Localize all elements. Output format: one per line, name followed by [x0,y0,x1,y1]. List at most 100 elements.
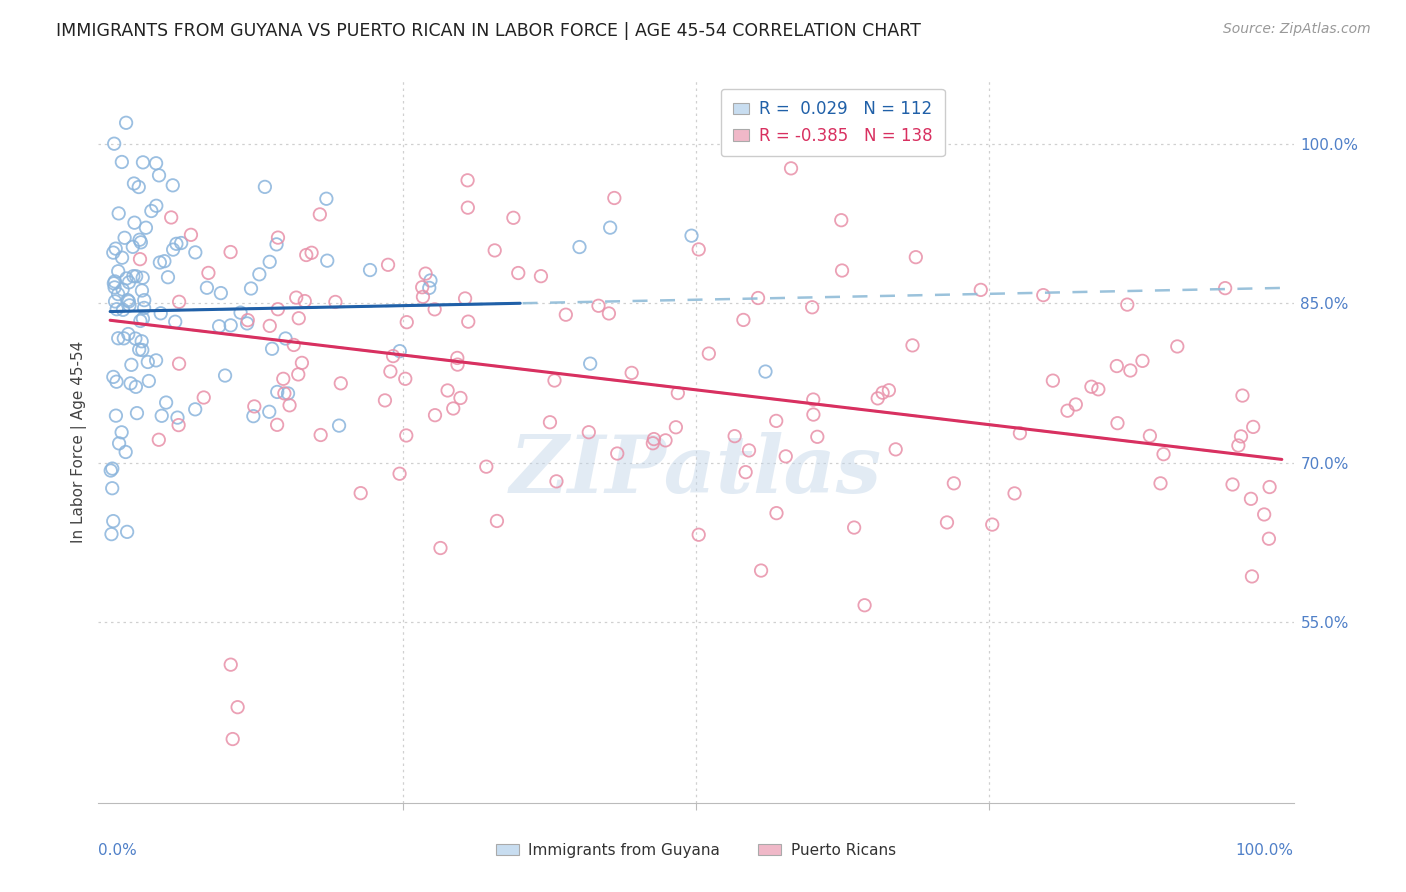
Point [162,243,184,257]
Point [274,331,297,345]
Point [145,156,167,170]
Point [148,433,170,447]
Point [641,436,664,450]
Point [121,240,143,254]
Point [118,298,141,312]
Point [309,428,332,442]
Point [132,301,155,315]
Point [111,283,134,297]
Point [901,338,924,352]
Point [775,450,797,464]
Point [830,213,852,227]
Point [243,400,266,414]
Point [103,514,125,528]
Point [104,409,127,423]
Point [1230,429,1253,443]
Point [508,266,530,280]
Point [688,527,710,541]
Point [1056,403,1078,417]
Point [103,245,125,260]
Point [423,408,446,422]
Point [148,169,170,183]
Point [765,506,787,520]
Point [219,657,242,672]
Point [132,311,155,326]
Point [394,372,416,386]
Point [412,290,434,304]
Point [167,418,190,433]
Point [149,255,172,269]
Point [599,220,621,235]
Text: Source: ZipAtlas.com: Source: ZipAtlas.com [1223,22,1371,37]
Point [579,357,602,371]
Point [107,206,129,220]
Point [1032,288,1054,302]
Point [125,269,148,284]
Point [294,294,316,309]
Point [247,268,270,282]
Point [114,231,136,245]
Point [301,245,323,260]
Point [1064,397,1087,411]
Point [449,391,471,405]
Text: 100.0%: 100.0% [1236,843,1294,857]
Point [155,395,177,409]
Point [1241,420,1264,434]
Point [104,274,127,288]
Point [120,358,142,372]
Point [1222,477,1244,491]
Point [107,287,129,301]
Point [749,564,772,578]
Point [271,372,294,386]
Point [160,211,183,225]
Point [266,384,288,399]
Point [104,280,127,294]
Point [1008,426,1031,441]
Point [240,281,263,295]
Point [104,294,127,309]
Point [107,264,129,278]
Point [101,481,124,495]
Point [153,254,176,268]
Point [115,116,138,130]
Point [115,271,138,285]
Point [543,374,565,388]
Point [1105,359,1128,373]
Point [485,514,508,528]
Point [780,161,803,176]
Point [853,599,876,613]
Point [747,291,769,305]
Point [104,242,127,256]
Point [166,410,188,425]
Point [981,517,1004,532]
Point [606,446,628,460]
Point [111,155,134,169]
Point [315,192,337,206]
Point [135,220,157,235]
Point [226,700,249,714]
Point [287,311,309,326]
Point [942,476,965,491]
Point [801,300,824,314]
Point [266,417,288,432]
Point [124,216,146,230]
Point [666,386,689,401]
Point [380,364,402,378]
Point [643,432,665,446]
Point [1149,476,1171,491]
Point [754,365,776,379]
Text: 0.0%: 0.0% [98,843,138,857]
Point [118,294,141,309]
Point [236,313,259,327]
Point [538,415,561,429]
Point [359,263,381,277]
Point [801,392,824,407]
Point [283,338,305,352]
Point [262,342,284,356]
Point [578,425,600,440]
Point [285,291,308,305]
Point [167,357,190,371]
Text: ZIPatlas: ZIPatlas [510,432,882,509]
Point [131,334,153,349]
Point [184,245,207,260]
